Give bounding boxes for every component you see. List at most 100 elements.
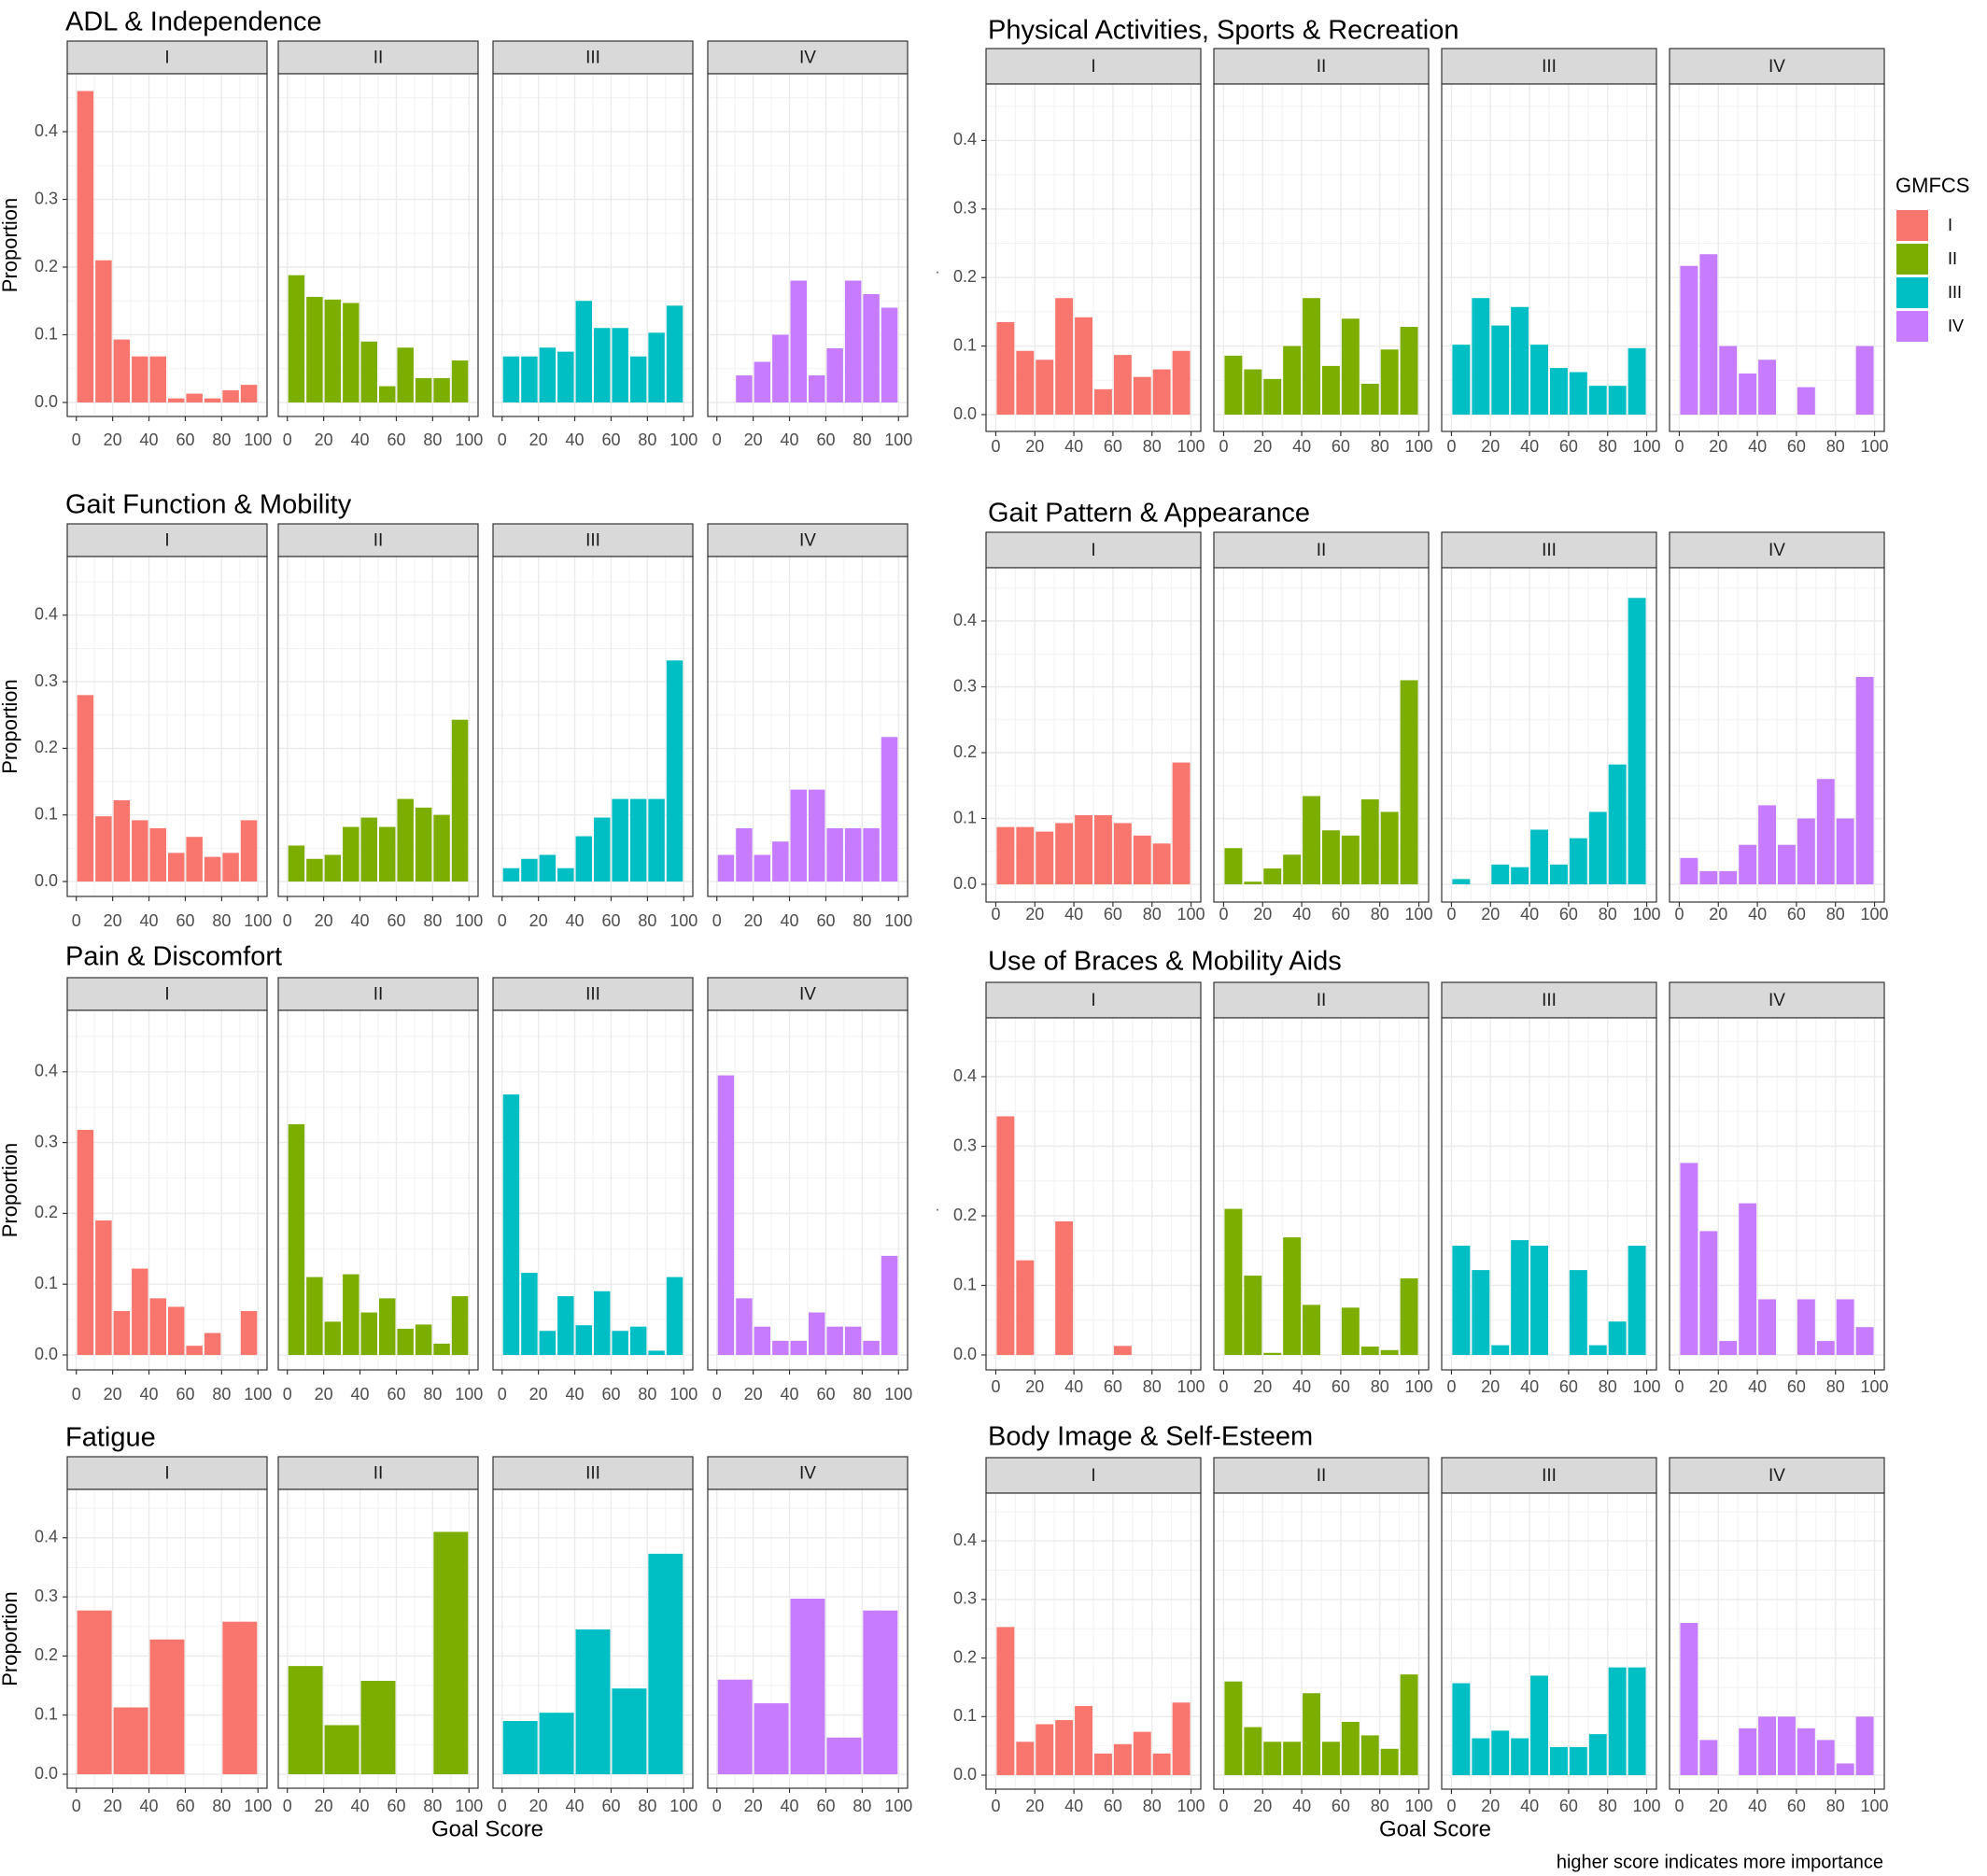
y-tick-label: 0.0 <box>953 404 977 423</box>
x-tick-label: 40 <box>351 430 370 449</box>
x-tick-label: 40 <box>1292 437 1311 456</box>
legend-label: II <box>1948 249 1957 268</box>
x-tick-label: 0 <box>1674 905 1684 924</box>
panel-border <box>66 73 268 417</box>
bar <box>754 1326 771 1355</box>
x-tick-label: 40 <box>1292 905 1311 924</box>
y-tick-label: 0.1 <box>953 1275 977 1293</box>
x-tick-label: 100 <box>1177 437 1205 456</box>
x-tick-label: 40 <box>566 430 585 449</box>
x-tick-label: 60 <box>601 1385 620 1403</box>
x-tick-label: 100 <box>1633 905 1661 924</box>
bar <box>996 1116 1015 1355</box>
facet-strip <box>1213 981 1430 1019</box>
legend-title: GMFCS <box>1895 174 1969 197</box>
x-tick-label: 60 <box>1787 1377 1806 1396</box>
facet-panel-II: II 0 20 40 60 80 100 <box>277 1456 483 1815</box>
bar <box>575 1325 592 1355</box>
panel-border <box>985 567 1202 903</box>
bar <box>1628 347 1646 415</box>
bar <box>77 1610 112 1774</box>
bar <box>343 1274 359 1355</box>
bar <box>1016 826 1035 884</box>
x-tick-label: 80 <box>212 1385 231 1403</box>
bar <box>1322 1742 1340 1775</box>
bar <box>1569 838 1587 884</box>
bar <box>594 817 611 882</box>
y-tick-label: 0.2 <box>953 1206 977 1224</box>
bar <box>1263 868 1282 884</box>
x-tick-label: 20 <box>744 911 763 930</box>
panel-border <box>1441 1492 1657 1790</box>
facet-panel-I: I 0 20 40 60 80 100 0.0 0.1 0.2 0.3 0.4 <box>35 1456 272 1815</box>
x-tick-label: 80 <box>853 911 871 930</box>
facet-panel-IV: IV 0 20 40 60 80 100 <box>707 1456 912 1815</box>
x-tick-label: 40 <box>1292 1377 1311 1396</box>
x-tick-label: 100 <box>1633 437 1661 456</box>
facet-panel-I: I 0 20 40 60 80 100 0.0 0.1 0.2 0.3 0.4 <box>953 48 1205 456</box>
facet-strip-label: II <box>1317 1466 1327 1486</box>
bar <box>502 1721 538 1774</box>
bar <box>1452 879 1471 884</box>
bar <box>1224 355 1243 415</box>
panel-border <box>1213 1492 1430 1790</box>
y-tick-label: 0.2 <box>35 257 58 275</box>
x-tick-label: 40 <box>351 1797 370 1815</box>
x-tick-label: 0 <box>498 430 507 449</box>
bar <box>1699 254 1718 415</box>
bar <box>1797 1728 1815 1775</box>
x-tick-label: 20 <box>1481 905 1500 924</box>
bar <box>1133 835 1151 884</box>
bar <box>149 1639 185 1774</box>
x-tick-label: 0 <box>1219 437 1228 456</box>
facet-panel-II: II 0 20 40 60 80 100 <box>1213 48 1433 456</box>
y-tick-label: 0.3 <box>953 199 977 218</box>
bar <box>1472 298 1490 415</box>
y-axis-label: Proportion <box>0 1143 21 1238</box>
bar <box>113 1707 148 1774</box>
facet-panel-III: III 0 20 40 60 80 100 <box>1441 531 1661 924</box>
bar <box>736 1298 753 1355</box>
bar <box>666 1277 683 1355</box>
x-tick-label: 40 <box>1292 1797 1311 1815</box>
panel-border <box>277 73 479 417</box>
facet-panel-III: III 0 20 40 60 80 100 <box>1441 48 1661 456</box>
x-tick-label: 60 <box>176 1797 194 1815</box>
x-tick-label: 60 <box>601 1797 620 1815</box>
bar <box>666 305 683 402</box>
facet-panel-III: III 0 20 40 60 80 100 <box>492 40 698 449</box>
bar <box>666 660 683 882</box>
bar <box>612 1688 647 1774</box>
bar <box>1036 360 1054 415</box>
x-tick-label: 80 <box>212 1797 231 1815</box>
x-tick-label: 100 <box>244 1797 272 1815</box>
x-tick-label: 20 <box>1709 905 1727 924</box>
bar <box>1491 325 1510 415</box>
bar <box>1172 1702 1191 1775</box>
panel-border <box>1669 83 1885 432</box>
bar <box>1380 811 1399 884</box>
x-tick-label: 0 <box>991 437 1000 456</box>
bar <box>809 375 825 402</box>
bar <box>324 1321 342 1355</box>
facet-strip-label: III <box>585 1464 600 1484</box>
bar <box>1094 388 1112 415</box>
bar <box>881 737 898 882</box>
facet-panel-III: III 0 20 40 60 80 100 <box>1441 981 1661 1396</box>
x-tick-label: 80 <box>638 1797 656 1815</box>
x-tick-label: 40 <box>1520 905 1539 924</box>
x-tick-label: 20 <box>744 1797 763 1815</box>
bar <box>612 1331 628 1355</box>
panel-border <box>492 556 694 897</box>
y-tick-label: 0.1 <box>35 1704 58 1723</box>
legend-label: I <box>1948 216 1952 234</box>
bar <box>1797 387 1815 415</box>
bar <box>240 385 258 402</box>
x-tick-label: 80 <box>853 1385 871 1403</box>
x-tick-label: 40 <box>140 430 159 449</box>
facet-strip <box>985 1457 1202 1494</box>
x-tick-label: 20 <box>1709 437 1727 456</box>
bar <box>1758 805 1776 884</box>
panel-border <box>1669 567 1885 903</box>
bar <box>1341 318 1360 415</box>
